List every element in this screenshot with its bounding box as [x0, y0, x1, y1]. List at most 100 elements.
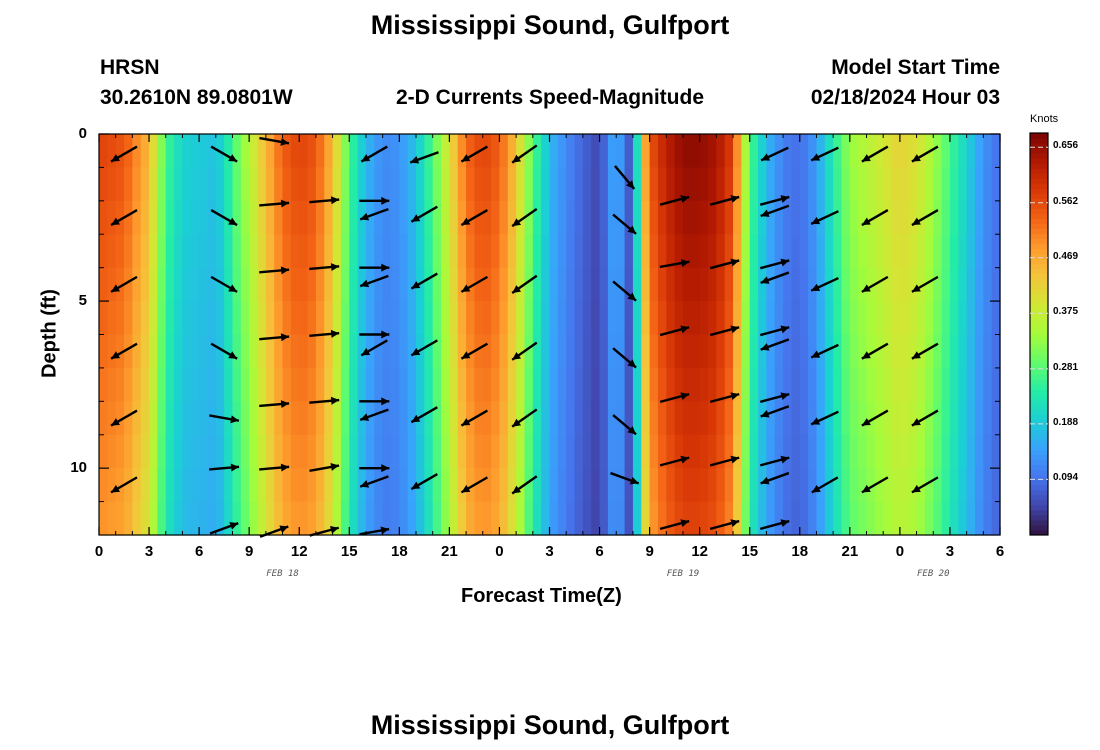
- heatmap-cell: [449, 167, 459, 202]
- heatmap-cell: [532, 167, 542, 202]
- heatmap-cell: [282, 434, 292, 469]
- heatmap-cell: [724, 468, 734, 503]
- heatmap-cell: [699, 468, 709, 503]
- colorbar-segment: [1030, 278, 1048, 285]
- heatmap-cell: [299, 501, 309, 536]
- heatmap-cell: [274, 367, 284, 402]
- heatmap-cell: [599, 401, 609, 436]
- heatmap-cell: [774, 267, 784, 302]
- heatmap-cell: [274, 501, 284, 536]
- heatmap-cell: [749, 234, 759, 269]
- heatmap-cell: [357, 367, 367, 402]
- heatmap-cell: [424, 167, 434, 202]
- heatmap-cell: [466, 200, 476, 235]
- heatmap-cell: [749, 501, 759, 536]
- heatmap-cell: [891, 501, 901, 536]
- heatmap-cell: [165, 200, 175, 235]
- heatmap-cell: [808, 501, 818, 536]
- heatmap-cell: [124, 434, 133, 469]
- heatmap-cell: [799, 301, 809, 336]
- colorbar-segment: [1030, 484, 1048, 491]
- heatmap-cell: [240, 234, 250, 269]
- heatmap-cell: [232, 167, 242, 202]
- current-arrow: [210, 145, 238, 163]
- heatmap-cell: [591, 367, 601, 402]
- heatmap-cell: [441, 301, 450, 336]
- heatmap-cell: [941, 134, 951, 169]
- colorbar-segment: [1030, 318, 1048, 325]
- heatmap-cell: [432, 301, 442, 336]
- heatmap-cell: [124, 267, 133, 302]
- heatmap-cell: [541, 167, 551, 202]
- heatmap-cell: [541, 367, 551, 402]
- heatmap-cell: [991, 334, 1001, 369]
- heatmap-cell: [916, 234, 926, 269]
- colorbar-segment: [1030, 389, 1048, 395]
- current-arrow: [360, 145, 388, 163]
- heatmap-cell: [149, 134, 158, 169]
- colorbar-segment: [1030, 198, 1048, 204]
- heatmap-cell: [182, 501, 192, 536]
- heatmap-cell: [699, 401, 709, 436]
- heatmap-cell: [499, 334, 509, 369]
- current-arrow: [259, 266, 290, 275]
- heatmap-cell: [124, 501, 133, 536]
- heatmap-cell: [624, 367, 634, 402]
- heatmap-cell: [958, 434, 968, 469]
- heatmap-cell: [257, 234, 267, 269]
- colorbar-segment: [1030, 419, 1048, 425]
- heatmap-cell: [491, 301, 501, 336]
- heatmap-cell: [382, 234, 392, 269]
- current-arrow: [659, 325, 690, 337]
- heatmap-cell: [257, 167, 267, 202]
- heatmap-cell: [883, 267, 893, 302]
- heatmap-cell: [983, 267, 993, 302]
- heatmap-cell: [499, 401, 509, 436]
- current-arrow: [359, 408, 389, 421]
- current-arrow: [410, 339, 438, 357]
- colorbar-tick-label: 0.656: [1053, 140, 1079, 152]
- heatmap-cell: [407, 301, 417, 336]
- heatmap-cell: [299, 367, 309, 402]
- heatmap-cell: [282, 468, 292, 503]
- heatmap-cell: [124, 367, 133, 402]
- heatmap-cell: [858, 234, 868, 269]
- heatmap-cell: [507, 301, 517, 336]
- heatmap-cell: [682, 167, 692, 202]
- heatmap-cell: [390, 434, 400, 469]
- heatmap-cell: [390, 267, 400, 302]
- colorbar-segment: [1030, 469, 1048, 476]
- heatmap-cell: [190, 267, 200, 302]
- heatmap-cell: [357, 234, 367, 269]
- heatmap-cell: [841, 367, 851, 402]
- current-arrow: [359, 196, 390, 205]
- heatmap-cell: [924, 468, 934, 503]
- heatmap-cell: [249, 367, 259, 402]
- heatmap-cell: [315, 301, 325, 336]
- current-arrow: [511, 475, 538, 495]
- heatmap-cell: [849, 301, 859, 336]
- heatmap-cell: [799, 167, 809, 202]
- heatmap-cell: [766, 134, 776, 169]
- heatmap-cell: [632, 200, 642, 235]
- heatmap-cell: [416, 501, 425, 536]
- heatmap-cell: [824, 401, 834, 436]
- heatmap-cell: [724, 267, 734, 302]
- heatmap-cell: [657, 167, 667, 202]
- heatmap-cell: [132, 468, 142, 503]
- current-arrow: [709, 195, 740, 206]
- heatmap-cell: [949, 267, 959, 302]
- heatmap-cell: [741, 267, 751, 302]
- heatmap-cell: [257, 334, 267, 369]
- heatmap-cell: [791, 501, 801, 536]
- heatmap-cell: [574, 134, 584, 169]
- heatmap-cell: [390, 167, 400, 202]
- heatmap-cell: [899, 167, 909, 202]
- heatmap-cell: [599, 434, 609, 469]
- heatmap-cell: [299, 434, 309, 469]
- heatmap-cell: [616, 301, 626, 336]
- heatmap-cell: [674, 267, 684, 302]
- heatmap-cell: [482, 334, 492, 369]
- heatmap-cell: [207, 367, 217, 402]
- heatmap-cell: [299, 134, 309, 169]
